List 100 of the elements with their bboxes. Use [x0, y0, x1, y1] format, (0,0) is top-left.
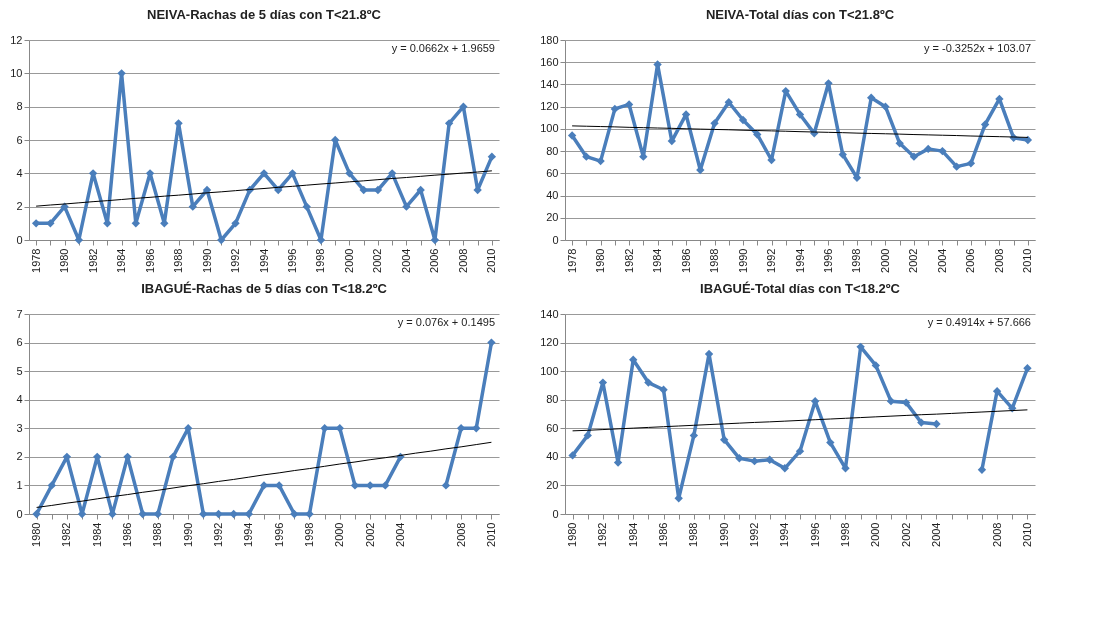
- y-tick-label: 140: [540, 307, 559, 320]
- x-tick-label: 1994: [778, 522, 791, 547]
- y-tick-label: 2: [16, 450, 23, 463]
- x-tick-label: 2000: [342, 248, 355, 273]
- x-tick-label: 1986: [679, 248, 692, 273]
- point: [1023, 364, 1032, 373]
- y-tick-label: 20: [546, 478, 559, 491]
- point: [229, 509, 238, 519]
- point: [753, 130, 762, 139]
- x-tick-label: 2010: [484, 522, 497, 547]
- point: [644, 378, 653, 387]
- point: [345, 169, 354, 178]
- chart-title: NEIVA-Rachas de 5 días con T<21.8ºC: [147, 7, 382, 22]
- x-tick-label: 2006: [428, 248, 441, 273]
- x-tick-label: 2010: [1020, 522, 1033, 547]
- point: [168, 452, 178, 462]
- point: [977, 465, 987, 474]
- point: [924, 144, 933, 154]
- x-tick-label: 1988: [687, 522, 700, 547]
- point: [567, 131, 577, 140]
- point: [596, 156, 605, 166]
- point: [214, 509, 223, 519]
- y-tick-label: 80: [546, 393, 559, 406]
- x-tick-label: 1984: [115, 248, 128, 273]
- y-tick-label: 100: [540, 364, 559, 377]
- point: [881, 102, 890, 111]
- point: [1023, 135, 1033, 145]
- x-tick-label: 2002: [899, 522, 912, 547]
- point: [32, 509, 41, 519]
- point: [952, 162, 961, 171]
- x-tick-label: 1984: [651, 248, 664, 273]
- x-tick-label: 1990: [736, 248, 749, 273]
- x-tick-label: 1988: [151, 522, 164, 547]
- y-tick-label: 6: [16, 336, 23, 349]
- annotation: y = 0.4914x + 57.666: [927, 316, 1031, 328]
- x-tick-label: 2004: [929, 522, 942, 547]
- point: [359, 185, 368, 195]
- x-tick-label: 1982: [86, 248, 99, 273]
- x-tick-label: 1980: [30, 522, 43, 547]
- x-tick-label: 1998: [314, 248, 327, 273]
- point: [624, 100, 634, 109]
- point: [305, 509, 314, 519]
- x-tick-label: 1986: [121, 522, 134, 547]
- point: [320, 424, 329, 433]
- x-tick-label: 2002: [371, 248, 384, 273]
- y-tick-label: 2: [16, 200, 23, 213]
- x-tick-label: 1992: [748, 522, 761, 547]
- point: [302, 202, 311, 211]
- point: [838, 150, 847, 159]
- point: [932, 419, 941, 429]
- x-tick-label: 1982: [596, 522, 609, 547]
- x-tick-label: 1990: [717, 522, 730, 547]
- point: [780, 464, 790, 473]
- y-tick-label: 160: [540, 55, 559, 68]
- x-tick-label: 2002: [907, 248, 920, 273]
- point: [583, 431, 592, 440]
- point: [735, 454, 744, 463]
- annotation: y = -0.3252x + 103.07: [923, 42, 1031, 54]
- y-tick-label: 1: [16, 478, 23, 491]
- point: [444, 119, 454, 128]
- y-tick-label: 0: [16, 507, 23, 520]
- x-tick-label: 1980: [594, 248, 607, 273]
- y-tick-label: 3: [16, 421, 23, 434]
- y-tick-label: 12: [10, 33, 23, 46]
- point: [765, 455, 774, 464]
- point: [750, 456, 759, 466]
- point: [381, 481, 390, 490]
- x-tick-label: 2008: [990, 522, 1003, 547]
- x-tick-label: 1996: [272, 522, 285, 547]
- x-tick-label: 1980: [566, 522, 579, 547]
- y-tick-label: 40: [546, 189, 559, 202]
- point: [826, 438, 835, 447]
- y-tick-label: 60: [546, 166, 559, 179]
- y-tick-label: 5: [16, 364, 23, 377]
- point: [46, 219, 55, 228]
- y-tick-label: 7: [16, 307, 23, 320]
- x-tick-label: 1994: [242, 522, 255, 547]
- y-tick-label: 20: [546, 211, 559, 224]
- y-tick-label: 0: [16, 233, 23, 246]
- x-tick-label: 1988: [172, 248, 185, 273]
- x-tick-label: 1978: [29, 248, 42, 273]
- x-tick-label: 1986: [143, 248, 156, 273]
- y-tick-label: 0: [552, 233, 559, 246]
- point: [867, 93, 876, 102]
- y-tick-label: 120: [540, 100, 559, 113]
- point: [582, 152, 591, 161]
- x-tick-label: 1986: [657, 522, 670, 547]
- x-tick-label: 1978: [565, 248, 578, 273]
- y-tick-label: 0: [552, 507, 559, 520]
- x-tick-label: 1996: [821, 248, 834, 273]
- point: [231, 219, 240, 228]
- point: [487, 152, 497, 161]
- annotation: y = 0.076x + 0.1495: [397, 316, 495, 328]
- point: [720, 435, 729, 444]
- x-tick-label: 1984: [626, 522, 639, 547]
- y-tick-label: 4: [16, 393, 23, 406]
- x-tick-label: 1992: [765, 248, 778, 273]
- y-tick-label: 80: [546, 144, 559, 157]
- point: [895, 139, 904, 148]
- x-tick-label: 2010: [485, 248, 498, 273]
